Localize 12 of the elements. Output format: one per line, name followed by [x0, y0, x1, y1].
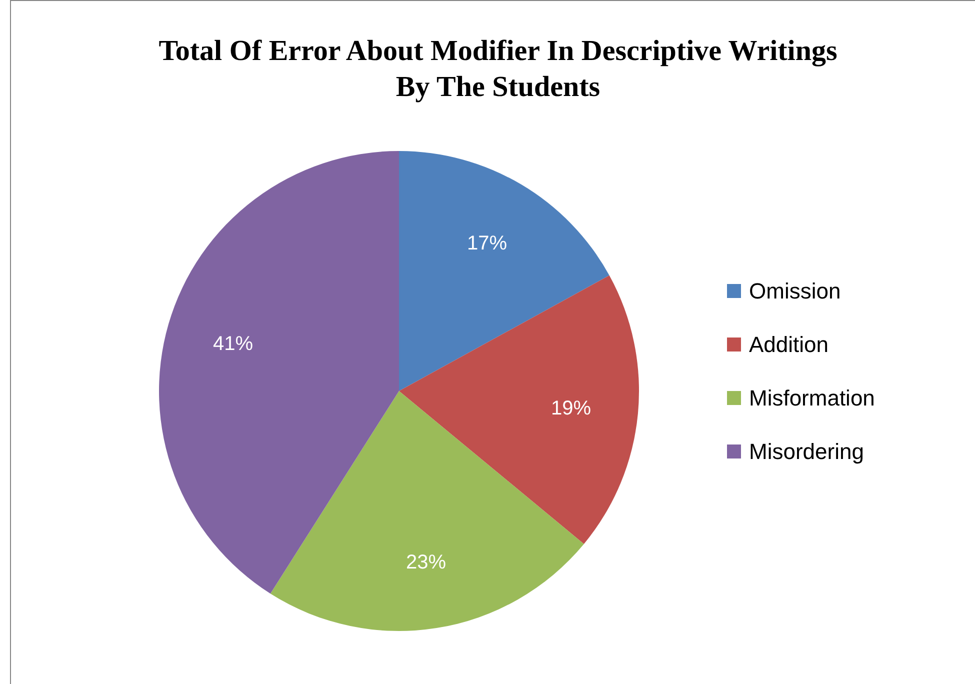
data-label: 17%	[466, 232, 508, 254]
pie-slice	[159, 151, 399, 594]
legend-label: Addition	[749, 332, 829, 358]
legend-label: Omission	[749, 278, 841, 304]
data-label: 41%	[213, 332, 254, 355]
data-label: 23%	[406, 552, 446, 574]
pie-slice	[399, 151, 610, 391]
legend-label: Misordering	[749, 439, 864, 464]
pie-slice	[399, 275, 639, 544]
legend-label: Misformation	[749, 386, 875, 411]
data-label: 19%	[551, 397, 592, 420]
chart-title: Total Of Error About Modifier In Descriptive Writings By The Students	[158, 35, 838, 103]
